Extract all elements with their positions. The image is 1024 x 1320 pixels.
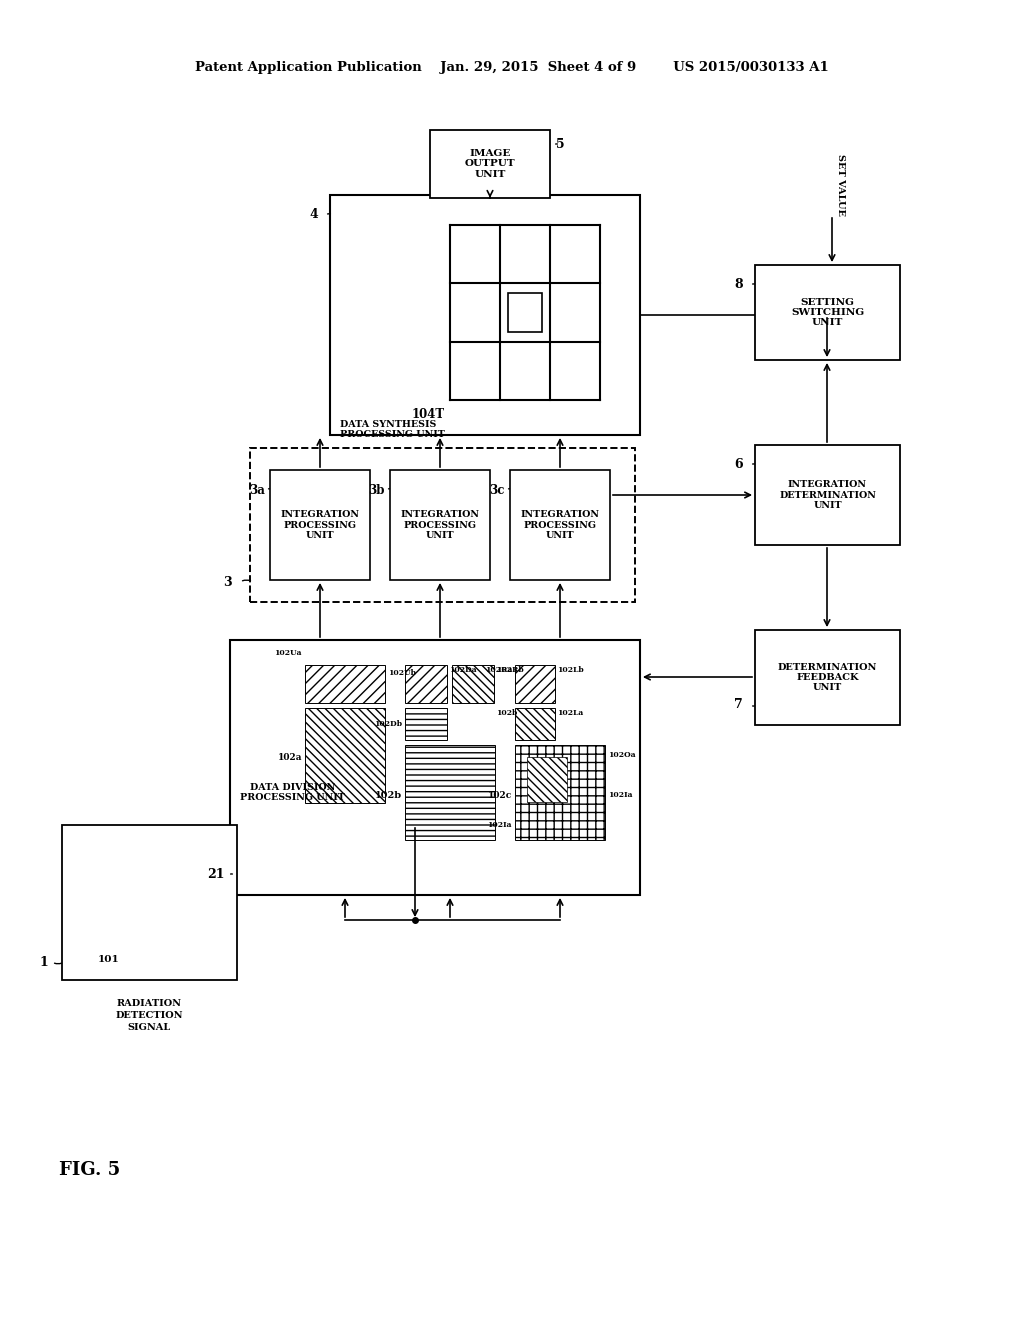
Text: FIG. 5: FIG. 5 bbox=[59, 1162, 121, 1179]
Bar bbox=[515, 744, 605, 840]
Bar bbox=[755, 445, 900, 545]
Text: 102c: 102c bbox=[487, 791, 512, 800]
Text: 104T: 104T bbox=[412, 408, 445, 421]
Text: INTEGRATION
PROCESSING
UNIT: INTEGRATION PROCESSING UNIT bbox=[520, 510, 599, 540]
Bar bbox=[510, 470, 610, 579]
Bar bbox=[406, 665, 447, 704]
Text: 101: 101 bbox=[98, 954, 120, 964]
Text: 102Ia: 102Ia bbox=[487, 821, 512, 829]
Bar bbox=[755, 630, 900, 725]
Bar bbox=[508, 293, 542, 331]
Text: 102Db: 102Db bbox=[374, 719, 402, 729]
Text: 8: 8 bbox=[734, 279, 743, 292]
Text: 102a: 102a bbox=[278, 754, 302, 763]
Bar bbox=[62, 825, 237, 979]
Text: 102Ra: 102Ra bbox=[484, 667, 512, 675]
Text: 102b: 102b bbox=[496, 709, 517, 717]
Bar bbox=[755, 265, 900, 360]
Text: 3: 3 bbox=[223, 576, 232, 589]
Text: SIGNAL: SIGNAL bbox=[127, 1023, 171, 1032]
Bar bbox=[330, 195, 640, 436]
Text: 102Ua: 102Ua bbox=[274, 649, 302, 657]
Text: 102Da: 102Da bbox=[449, 667, 476, 675]
Text: DATA DIVISION
PROCESSING UNIT: DATA DIVISION PROCESSING UNIT bbox=[240, 783, 345, 803]
Text: Patent Application Publication    Jan. 29, 2015  Sheet 4 of 9        US 2015/003: Patent Application Publication Jan. 29, … bbox=[196, 62, 828, 74]
Bar bbox=[527, 756, 567, 803]
Text: 102Lb: 102Lb bbox=[557, 667, 584, 675]
Text: 3a: 3a bbox=[249, 483, 265, 496]
Bar bbox=[305, 665, 385, 704]
Text: 102b: 102b bbox=[375, 791, 402, 800]
Text: 102Ia: 102Ia bbox=[608, 791, 633, 799]
Text: 4: 4 bbox=[309, 209, 318, 222]
Bar bbox=[270, 470, 370, 579]
Bar bbox=[452, 665, 494, 704]
Text: 7: 7 bbox=[734, 698, 743, 711]
Text: RADIATION: RADIATION bbox=[117, 999, 181, 1008]
Text: DETERMINATION
FEEDBACK
UNIT: DETERMINATION FEEDBACK UNIT bbox=[778, 663, 878, 693]
Text: 102Ub: 102Ub bbox=[388, 669, 416, 677]
Text: IMAGE
OUTPUT
UNIT: IMAGE OUTPUT UNIT bbox=[465, 149, 515, 180]
Text: DETECTION: DETECTION bbox=[116, 1011, 182, 1020]
Text: INTEGRATION
DETERMINATION
UNIT: INTEGRATION DETERMINATION UNIT bbox=[779, 480, 876, 510]
Text: 21: 21 bbox=[208, 869, 225, 882]
Bar bbox=[305, 708, 385, 803]
Text: 102Oa: 102Oa bbox=[608, 751, 636, 759]
Bar bbox=[406, 744, 495, 840]
Text: SETTING
SWITCHING
UNIT: SETTING SWITCHING UNIT bbox=[791, 297, 864, 327]
Text: DATA SYNTHESIS
PROCESSING UNIT: DATA SYNTHESIS PROCESSING UNIT bbox=[340, 420, 444, 440]
Bar bbox=[250, 447, 635, 602]
Text: 3c: 3c bbox=[489, 483, 505, 496]
Text: INTEGRATION
PROCESSING
UNIT: INTEGRATION PROCESSING UNIT bbox=[281, 510, 359, 540]
Text: 102Rb: 102Rb bbox=[496, 667, 523, 675]
Bar bbox=[515, 708, 555, 741]
Bar bbox=[430, 129, 550, 198]
Bar bbox=[406, 708, 447, 741]
Text: 5: 5 bbox=[556, 139, 564, 152]
Text: 102La: 102La bbox=[557, 709, 584, 717]
Text: SET VALUE: SET VALUE bbox=[836, 154, 845, 216]
Text: 6: 6 bbox=[734, 458, 743, 471]
Text: INTEGRATION
PROCESSING
UNIT: INTEGRATION PROCESSING UNIT bbox=[400, 510, 479, 540]
Bar bbox=[515, 665, 555, 704]
Bar bbox=[390, 470, 490, 579]
Text: 1: 1 bbox=[40, 956, 48, 969]
Bar bbox=[230, 640, 640, 895]
Text: 3b: 3b bbox=[369, 483, 385, 496]
